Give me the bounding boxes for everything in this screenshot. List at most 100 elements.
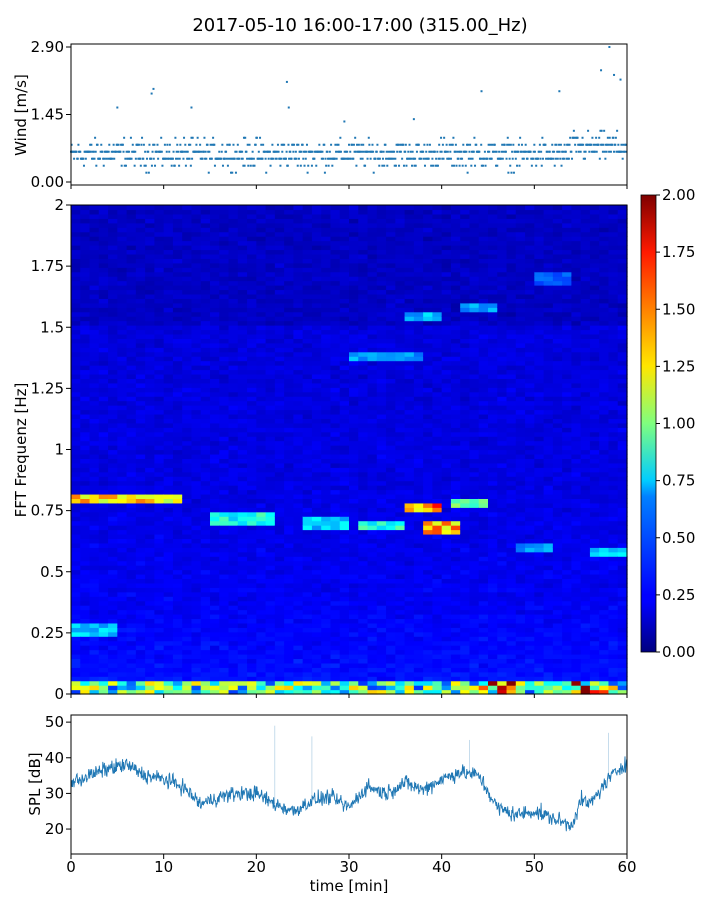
spectrogram-cell: [145, 658, 155, 664]
spectrogram-cell: [302, 582, 313, 588]
spectrogram-cell: [219, 498, 230, 504]
spectrogram-cell: [135, 365, 146, 371]
spectrogram-cell: [163, 280, 174, 286]
spectrogram-cell: [108, 316, 118, 322]
wind-point: [299, 164, 302, 167]
spectrogram-cell: [237, 249, 248, 255]
spectrogram-cell: [117, 596, 128, 602]
spectrogram-cell: [265, 320, 276, 326]
wind-point: [133, 150, 136, 153]
spectrogram-cell: [330, 258, 341, 264]
spectrogram-cell: [145, 453, 155, 459]
spectrogram-cell: [228, 560, 239, 566]
spectrogram-cell: [321, 631, 332, 637]
spectrogram-cell: [117, 342, 128, 348]
spectrogram-cell: [265, 413, 276, 419]
spectrogram-cell: [284, 605, 294, 611]
wind-point: [362, 150, 365, 153]
spectrogram-cell: [376, 320, 387, 326]
spectrogram-cell: [302, 347, 313, 353]
spectrogram-cell: [210, 347, 220, 353]
spectrogram-cell: [302, 453, 313, 459]
spectrogram-cell: [163, 391, 174, 397]
wind-point: [620, 143, 623, 146]
spectrogram-cell: [386, 440, 396, 446]
spectrogram-cell: [311, 658, 322, 664]
spectrogram-cell: [404, 551, 415, 557]
wind-y-axis: 0.001.452.90: [31, 38, 71, 191]
spectrogram-cell: [311, 440, 322, 446]
spectrogram-cell: [339, 249, 350, 255]
spectrogram-cell: [117, 485, 128, 491]
spectrogram-cell: [293, 560, 304, 566]
spectrogram-cell: [293, 627, 304, 633]
spectrogram-cell: [80, 600, 91, 606]
spectrogram-cell: [376, 627, 387, 633]
spectrogram-cell: [228, 271, 239, 277]
wind-point: [574, 143, 577, 146]
spectrogram-cell: [172, 298, 183, 304]
spectrogram-cell: [80, 685, 91, 691]
spectrogram-cell: [98, 618, 109, 624]
spectrogram-cell: [98, 378, 109, 384]
spectrogram-cell: [265, 507, 276, 513]
spectrogram-cell: [349, 431, 359, 437]
spectrogram-cell: [210, 560, 220, 566]
spectrogram-cell: [89, 338, 100, 344]
spectrogram-cell: [284, 680, 294, 686]
wind-point: [423, 164, 426, 167]
wind-point: [437, 157, 440, 160]
spectrogram-cell: [71, 489, 81, 495]
spectrogram-cell: [163, 489, 174, 495]
spectrogram-cell: [135, 649, 146, 655]
spectrogram-cell: [191, 253, 202, 259]
spectrogram-cell: [256, 280, 267, 286]
spectrogram-cell: [284, 347, 294, 353]
spectrogram-cell: [358, 333, 369, 339]
spectrogram-cell: [219, 285, 230, 291]
spectrogram-cell: [321, 329, 332, 335]
spectrogram-cell: [339, 382, 350, 388]
spectrogram-cell: [321, 400, 332, 406]
spectrogram-cell: [182, 205, 193, 211]
spectrogram-cell: [172, 316, 183, 322]
spectrogram-cell: [386, 285, 396, 291]
spectrogram-cell: [89, 565, 100, 571]
spectrogram-cell: [108, 258, 118, 264]
spectrogram-cell: [71, 480, 81, 486]
wind-point: [568, 143, 571, 146]
spectrogram-cell: [172, 627, 183, 633]
spectrogram-cell: [321, 578, 332, 584]
wind-point: [107, 150, 110, 153]
spectrogram-cell: [395, 551, 406, 557]
spectrogram-cell: [293, 285, 304, 291]
spectrogram-cell: [108, 405, 118, 411]
spectrogram-cell: [330, 373, 341, 379]
spectrogram-cell: [293, 662, 304, 668]
spectrogram-cell: [265, 262, 276, 268]
spectrogram-cell: [265, 240, 276, 246]
spectrogram-cell: [395, 680, 406, 686]
spectrogram-cell: [404, 427, 415, 433]
spectrogram-cell: [265, 551, 276, 557]
spectrogram-cell: [395, 253, 406, 259]
spectrogram-cell: [293, 280, 304, 286]
wind-point: [602, 143, 605, 146]
spectrogram-cell: [339, 685, 350, 691]
spectrogram-cell: [182, 458, 193, 464]
spectrogram-cell: [145, 302, 155, 308]
spectrogram-cell: [200, 285, 211, 291]
spectrogram-cell: [386, 489, 396, 495]
spectrogram-cell: [191, 391, 202, 397]
spectrogram-cell: [247, 440, 257, 446]
spectrogram-cell: [395, 653, 406, 660]
spectrogram-cell: [98, 605, 109, 611]
spectrogram-cell: [404, 351, 415, 357]
spectrogram-cell: [311, 476, 322, 482]
spectrogram-cell: [358, 227, 369, 233]
wind-point: [388, 157, 391, 160]
spectrogram-cell: [145, 289, 155, 295]
spectrogram-cell: [321, 476, 332, 482]
spectrogram-cell: [145, 565, 155, 571]
spectrogram-cell: [321, 436, 332, 442]
